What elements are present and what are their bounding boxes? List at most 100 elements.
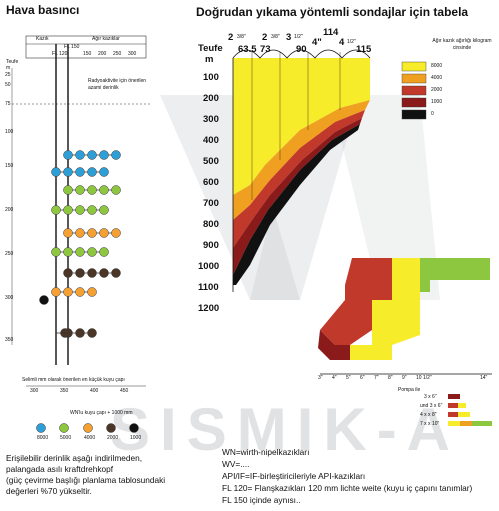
header-num-2: 200 xyxy=(98,51,107,57)
pressure-dot xyxy=(87,287,97,297)
legend-item-1: 8000 xyxy=(37,435,49,441)
pressure-dot xyxy=(99,150,109,160)
pressure-dot xyxy=(99,247,109,257)
legend-dot xyxy=(36,423,46,433)
bottom-tick-2: 350 xyxy=(60,388,69,394)
pump-bar-3b xyxy=(458,412,470,417)
pipe-tick-9: 14" xyxy=(480,375,488,381)
depth-tick-r11: 1100 xyxy=(198,282,219,293)
pressure-dot xyxy=(75,205,85,215)
pipe-tick-3: 5" xyxy=(346,375,351,381)
legend-swatch-1000 xyxy=(401,97,427,108)
pressure-dot xyxy=(87,205,97,215)
pressure-dot xyxy=(87,247,97,257)
legend-caption: WN'lu kuyu çapı + 1000 mm xyxy=(70,410,133,416)
pump-bar-4a xyxy=(448,421,460,426)
pressure-dot xyxy=(99,205,109,215)
legend-label-2000: 2000 xyxy=(431,87,443,93)
pressure-dot xyxy=(63,167,73,177)
watermark-text: SISMIK-A xyxy=(110,396,460,463)
pipe-tick-2: 4" xyxy=(332,375,337,381)
depth-tick-r2: 200 xyxy=(203,93,219,104)
zone-yellow xyxy=(233,58,370,195)
pressure-dot xyxy=(75,328,85,338)
zone-orange xyxy=(233,100,370,220)
pressure-dot xyxy=(99,228,109,238)
pressure-dot xyxy=(51,287,61,297)
staircase-chart xyxy=(318,258,492,375)
pressure-dot xyxy=(51,205,61,215)
depth-tick-9: 350 xyxy=(5,337,14,343)
pipe-tick-6: 8" xyxy=(388,375,393,381)
top-label-6: 1/2" xyxy=(294,34,303,40)
depth-tick-8: 300 xyxy=(5,295,14,301)
pressure-dot xyxy=(111,150,121,160)
legend-swatch-0 xyxy=(401,109,427,120)
legend-swatch-8000 xyxy=(401,61,427,72)
pressure-dot xyxy=(87,228,97,238)
legend-dot xyxy=(106,423,116,433)
radio-label: Radyoaktivite için önerilen azami derinl… xyxy=(88,78,147,91)
top-label-9: 1/2" xyxy=(347,39,356,45)
pump-bar-3a xyxy=(448,412,458,417)
right-note-4: FL 120= Flanşkazıkları 120 mm lichte wei… xyxy=(222,483,473,493)
pressure-dot xyxy=(87,268,97,278)
legend-item-4: 2000 xyxy=(107,435,119,441)
pipe-tick-7: 9" xyxy=(402,375,407,381)
pump-title: Pompa ile xyxy=(398,387,421,393)
right-note-5: FL 150 içinde aynısı.. xyxy=(222,495,301,505)
legend-label-8000: 8000 xyxy=(431,63,443,69)
pressure-dot xyxy=(111,228,121,238)
pressure-dot xyxy=(75,268,85,278)
right-legend-title: Ağır kazık ağırlığı kilogram cinsinde xyxy=(432,38,492,51)
bottom-tick-4: 450 xyxy=(120,388,129,394)
pressure-dot xyxy=(39,295,49,305)
depth-tick-r6: 600 xyxy=(203,177,219,188)
pump-bar-2b xyxy=(458,403,466,408)
legend-label-4000: 4000 xyxy=(431,75,443,81)
top-label-2: 3/8" xyxy=(237,34,246,40)
top-label-8: 4 xyxy=(339,37,345,48)
pressure-dot xyxy=(51,247,61,257)
top-number-2: 73 xyxy=(260,44,271,55)
right-title: Doğrudan yıkama yöntemli sondajlar için … xyxy=(196,5,469,19)
pressure-dot xyxy=(75,287,85,297)
zone-black xyxy=(233,124,360,285)
pressure-dot xyxy=(63,268,73,278)
top-number-3: 90 xyxy=(296,44,307,55)
legend-dot xyxy=(83,423,93,433)
depth-tick-5: 150 xyxy=(5,163,14,169)
legend-swatch-4000 xyxy=(401,73,427,84)
pressure-dot xyxy=(111,185,121,195)
header-num-3: 250 xyxy=(113,51,122,57)
pressure-dot xyxy=(63,150,73,160)
depth-tick-r9: 900 xyxy=(203,240,219,251)
pump-bar-2a xyxy=(448,403,458,408)
legend-swatch-2000 xyxy=(401,85,427,96)
top-number-1: 63.5 xyxy=(238,44,257,55)
pipe-tick-8: 10 1/2" xyxy=(416,375,432,381)
depth-tick-1: 25 xyxy=(5,72,11,78)
depth-tick-7: 250 xyxy=(5,251,14,257)
top-label-7: 4" xyxy=(312,37,322,48)
left-note-1: Erişilebilir derinlik aşağı indirilmeden… xyxy=(6,453,143,463)
depth-tick-r7: 700 xyxy=(203,198,219,209)
bottom-tick-3: 400 xyxy=(90,388,99,394)
pressure-dot xyxy=(75,150,85,160)
bottom-caption: Selimli mm olarak önerilen en küçük kuyu… xyxy=(22,377,125,383)
legend-dot xyxy=(59,423,69,433)
legend-item-5: 1000 xyxy=(130,435,142,441)
pressure-dot xyxy=(63,185,73,195)
pump-label-1: 3 x 6" xyxy=(424,394,437,400)
pump-label-2: und 3 x 6" xyxy=(420,403,443,409)
depth-tick-r10: 1000 xyxy=(198,261,220,272)
pressure-dot xyxy=(75,228,85,238)
header-num-1: 150 xyxy=(83,51,92,57)
legend-item-3: 4000 xyxy=(84,435,96,441)
pressure-dot xyxy=(87,150,97,160)
depth-tick-r1: 100 xyxy=(203,72,219,83)
depth-tick-4: 100 xyxy=(5,129,14,135)
